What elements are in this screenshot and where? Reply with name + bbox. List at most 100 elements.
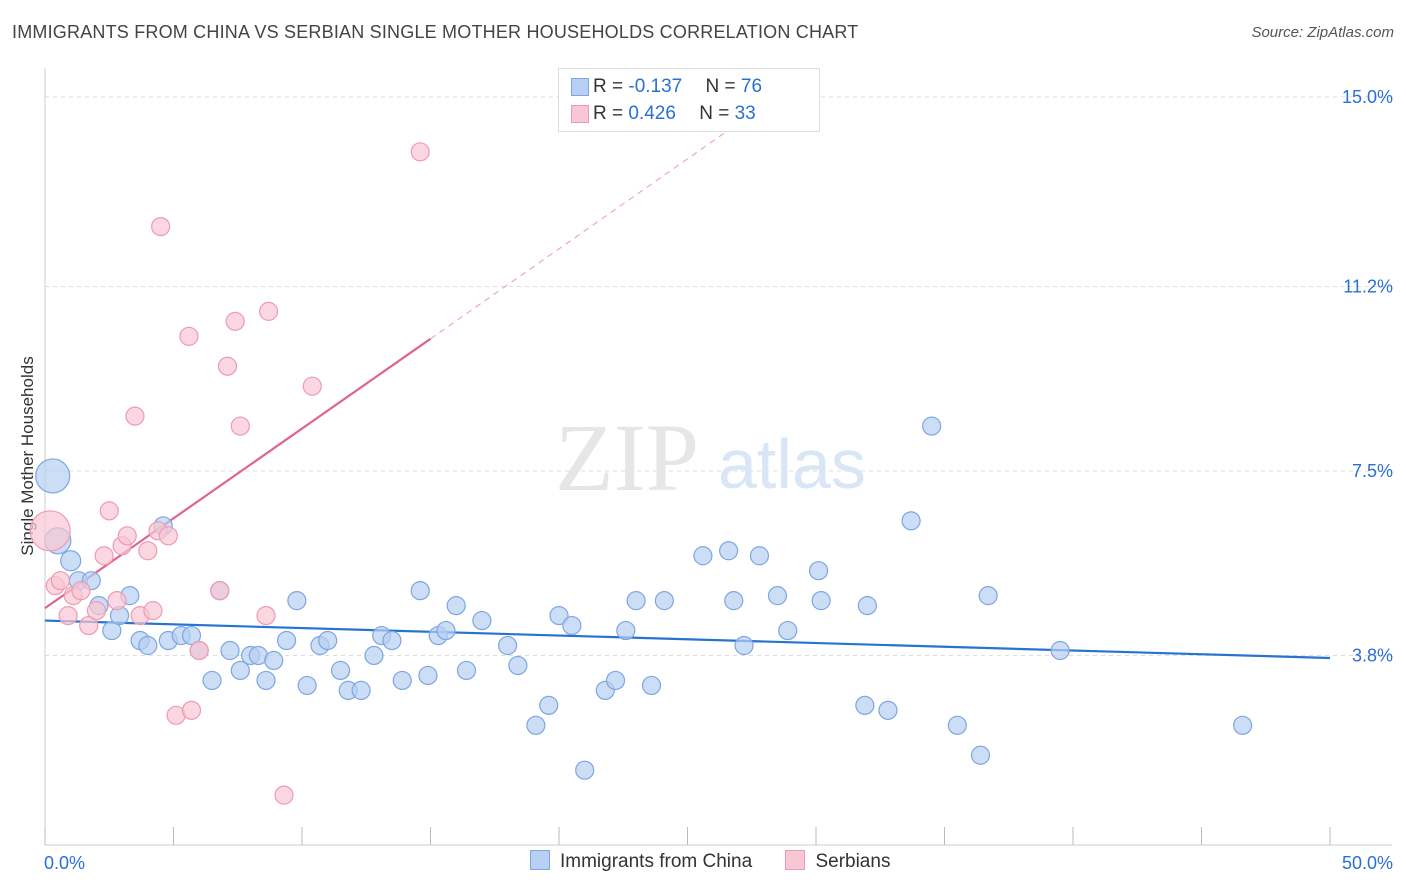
data-point (117, 526, 137, 546)
data-point (94, 546, 114, 566)
trend-lines (44, 131, 1331, 660)
data-point (778, 620, 798, 641)
data-point (99, 501, 119, 521)
data-point (508, 655, 528, 676)
data-point (220, 640, 240, 661)
legend-item-serbians[interactable]: Serbians (785, 850, 890, 873)
data-point (436, 620, 456, 641)
data-point (498, 635, 518, 656)
data-point (947, 715, 967, 735)
legend-n-value: 76 (740, 76, 763, 97)
data-point (202, 670, 222, 691)
data-point (256, 605, 276, 626)
data-point (297, 675, 317, 696)
chart-source: Source: ZipAtlas.com (1251, 24, 1394, 41)
legend-swatch-serbians (785, 850, 806, 870)
data-point (472, 610, 492, 631)
legend-row-china: R = -0.137 N = 76 (571, 74, 763, 100)
data-point (410, 581, 430, 601)
data-point (189, 640, 209, 661)
data-point (970, 745, 991, 765)
data-point (901, 511, 921, 531)
legend-swatch-serbians (571, 105, 589, 123)
data-point (179, 326, 199, 346)
data-point (302, 376, 322, 396)
data-point (230, 416, 250, 436)
data-point (855, 695, 875, 715)
data-point (382, 630, 402, 651)
data-point (151, 217, 171, 237)
data-point (60, 550, 82, 572)
legend-r-label: R = (593, 103, 629, 124)
data-point (79, 615, 99, 636)
data-point (143, 601, 163, 621)
trend-line-serbians-extrapolated (430, 131, 727, 340)
watermark: ZIP atlas (555, 404, 866, 511)
data-point (50, 571, 71, 591)
y-tick-label: 15.0% (1342, 87, 1393, 107)
data-point (330, 660, 351, 681)
data-point (549, 605, 569, 626)
legend-item-china[interactable]: Immigrants from China (530, 850, 752, 873)
data-point (654, 591, 674, 611)
data-point (318, 630, 338, 651)
data-point (351, 680, 371, 701)
trend-line-china (44, 619, 1331, 660)
data-point (364, 645, 384, 666)
data-point (158, 526, 178, 546)
data-point (626, 591, 646, 611)
tick-labels: 3.8% 7.5% 11.2% 15.0% 0.0% 50.0% (44, 87, 1393, 873)
data-point (693, 546, 713, 566)
legend-row-serbians: R = 0.426 N = 33 (571, 101, 756, 127)
data-point (526, 715, 546, 735)
data-point (410, 142, 430, 162)
data-point (734, 635, 754, 656)
data-point (181, 700, 202, 720)
data-point (724, 591, 744, 611)
x-tick-label: 0.0% (44, 853, 85, 873)
legend-label-serbians: Serbians (815, 851, 891, 872)
data-point (808, 561, 829, 581)
data-point (978, 586, 998, 606)
data-point (287, 591, 307, 611)
correlation-legend: R = -0.137 N = 76 R = 0.426 N = 33 (558, 68, 820, 132)
data-point (258, 301, 279, 321)
legend-swatch-china (530, 850, 550, 870)
legend-r-value: -0.137 (628, 76, 683, 97)
y-tick-label: 11.2% (1343, 276, 1393, 296)
data-point (274, 785, 294, 805)
data-point (71, 581, 91, 601)
data-point (107, 591, 127, 611)
axes (44, 68, 1392, 846)
y-tick-label: 7.5% (1352, 461, 1393, 481)
data-point (225, 311, 245, 331)
data-point (125, 406, 145, 426)
data-point (446, 596, 466, 616)
data-point (86, 601, 107, 621)
data-point (575, 760, 595, 780)
data-point (857, 596, 878, 616)
legend-n-value: 33 (734, 103, 756, 124)
data-point (230, 660, 250, 681)
legend-n-label: N = (705, 76, 741, 97)
data-point (210, 581, 230, 601)
data-point (256, 670, 276, 691)
watermark-zip: ZIP (555, 404, 699, 511)
watermark-atlas: atlas (718, 425, 866, 503)
data-point (35, 458, 71, 494)
data-point (616, 620, 636, 641)
data-point (29, 510, 71, 552)
data-point (811, 591, 831, 611)
data-point (392, 670, 412, 691)
data-point (605, 670, 626, 691)
legend-label-china: Immigrants from China (560, 851, 753, 872)
data-point (539, 695, 559, 715)
data-point (418, 665, 438, 686)
data-point (276, 630, 297, 651)
legend-swatch-china (571, 78, 589, 96)
data-point (181, 625, 202, 646)
data-point (138, 635, 158, 656)
data-point (641, 675, 662, 696)
x-tick-label: 50.0% (1342, 853, 1393, 873)
